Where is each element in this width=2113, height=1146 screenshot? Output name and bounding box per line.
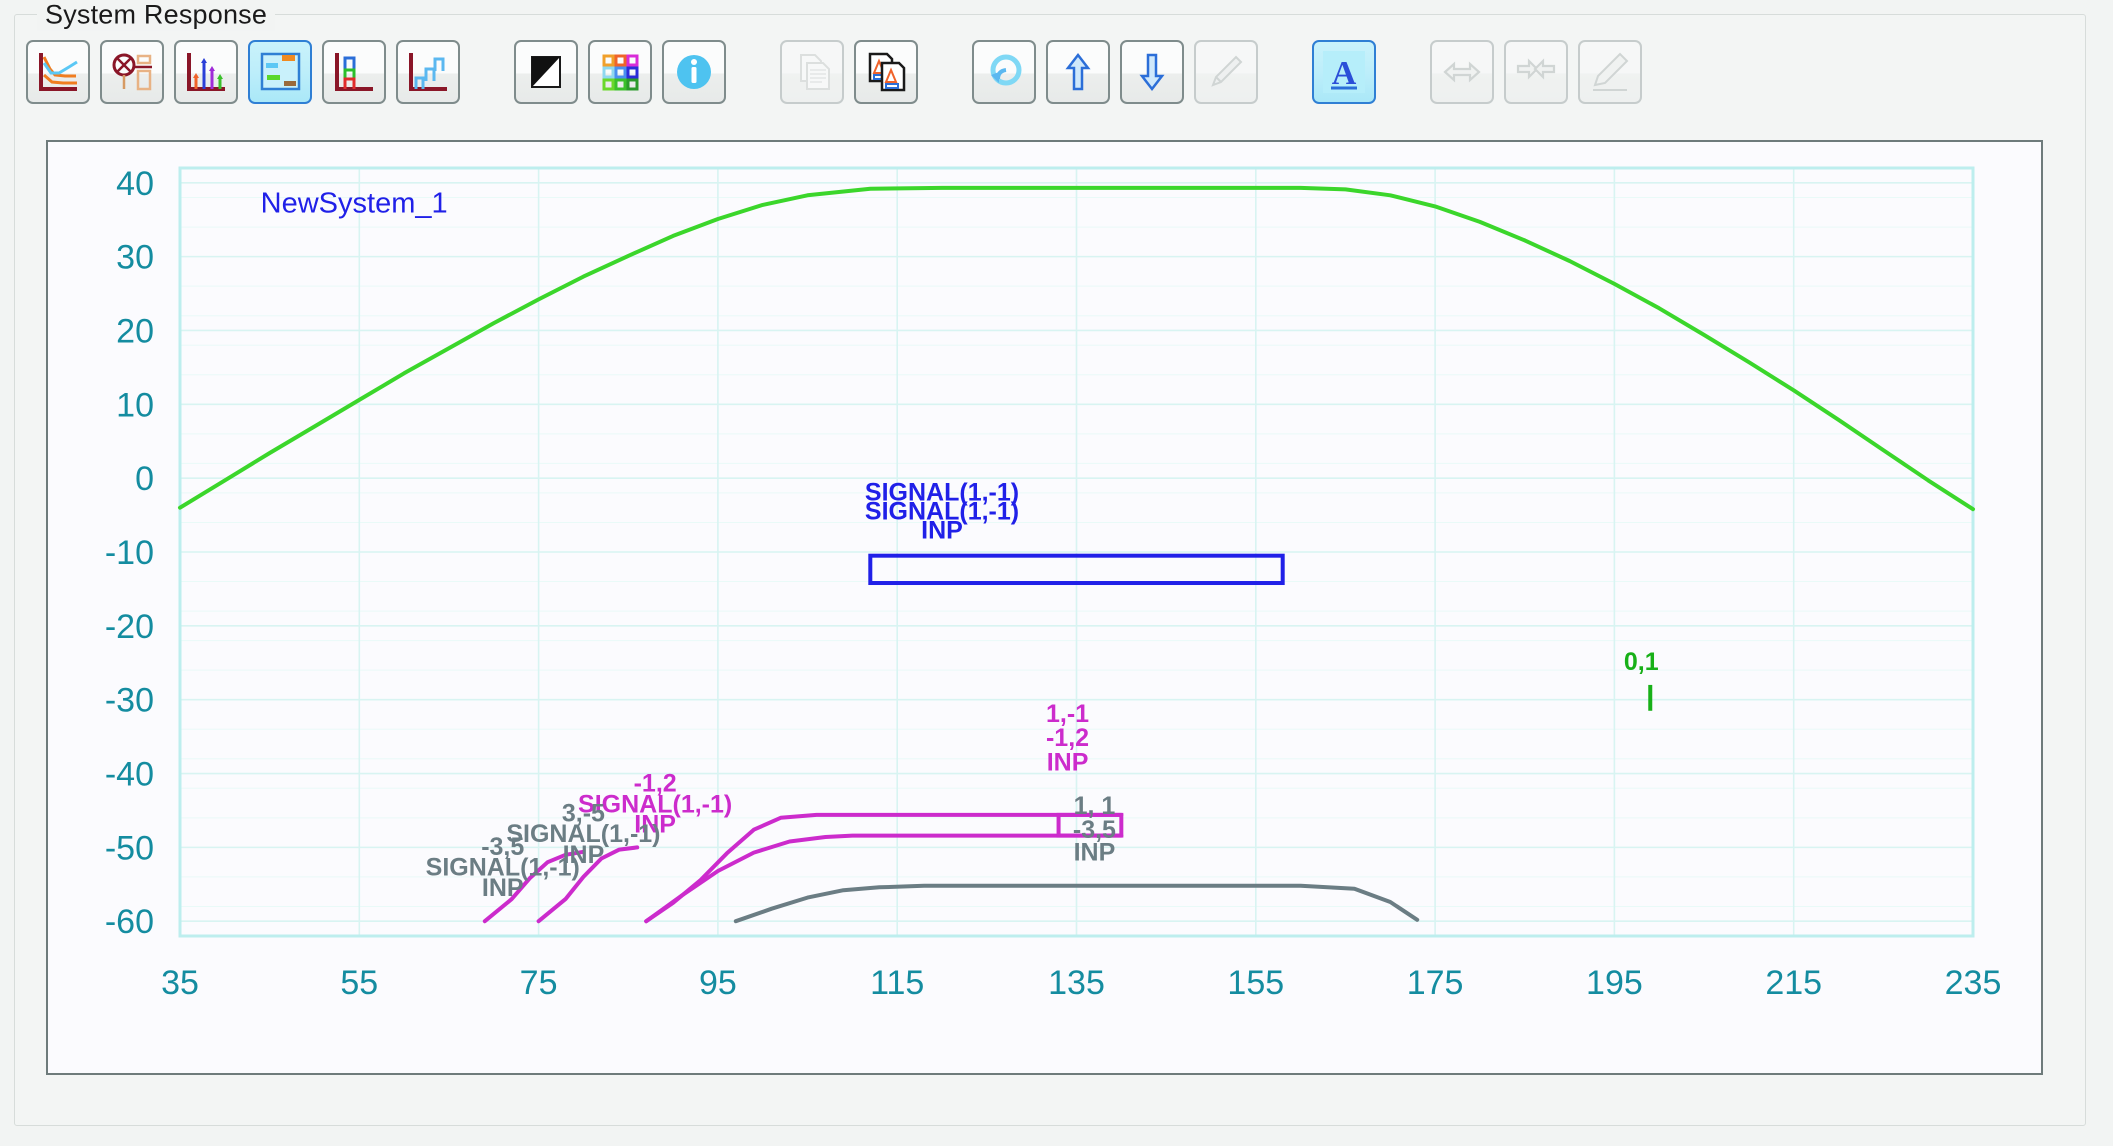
expand-horizontal-button (1430, 40, 1494, 104)
block-diagram-button[interactable] (100, 40, 164, 104)
arrow-down-icon (1129, 49, 1175, 95)
refresh-icon (981, 49, 1027, 95)
magenta-label-left-2[interactable]: SIGNAL(1,-1) (578, 791, 732, 819)
pencil-edit-icon (1587, 49, 1633, 95)
x-axis-tick-label: 35 (161, 964, 199, 1002)
toolbar-separator (1268, 72, 1312, 73)
magenta-label-left-1[interactable]: -1,2 (634, 769, 677, 797)
magenta-label-mid-1[interactable]: 1,-1 (1046, 700, 1089, 728)
layout-view-button[interactable] (248, 40, 312, 104)
refresh-button[interactable] (972, 40, 1036, 104)
contrast-icon (523, 49, 569, 95)
block-diagram-icon (109, 49, 155, 95)
gray-label-right-2[interactable]: -3,5 (1073, 816, 1116, 844)
text-tool-icon: A (1321, 49, 1367, 95)
y-axis-tick-label: 0 (135, 460, 154, 498)
arrow-down-button[interactable] (1120, 40, 1184, 104)
expand-horizontal-icon (1439, 49, 1485, 95)
pencil-icon (1203, 49, 1249, 95)
pulse-stack-icon (331, 49, 377, 95)
series-magenta-trace-lower[interactable] (644, 833, 1124, 924)
y-axis-tick-label: 30 (116, 239, 154, 277)
plot-frame (178, 166, 1975, 938)
toolbar-separator (1386, 72, 1430, 73)
info-icon (671, 49, 717, 95)
series-magenta-trace-left-b[interactable] (482, 849, 586, 924)
x-axis-tick-label: 235 (1945, 964, 2002, 1002)
x-axis-tick-label: 95 (699, 964, 737, 1002)
stem-plot-icon (183, 49, 229, 95)
group-title: System Response (37, 0, 276, 31)
gray-label-b-3[interactable]: INP (482, 874, 524, 902)
y-axis-tick-label: -50 (105, 829, 154, 867)
y-axis-tick-label: -30 (105, 682, 154, 720)
gray-label-right-1[interactable]: 1, 1 (1074, 792, 1116, 820)
gray-label-a-2[interactable]: SIGNAL(1,-1) (506, 820, 660, 848)
toolbar-separator (470, 72, 514, 73)
x-axis-tick-label: 135 (1048, 964, 1105, 1002)
response-curve-button[interactable] (26, 40, 90, 104)
pulse-scatter-button[interactable] (396, 40, 460, 104)
duplicate-plot-button[interactable] (854, 40, 918, 104)
pencil-edit-button (1578, 40, 1642, 104)
gray-label-a-3[interactable]: INP (563, 841, 605, 869)
x-axis-tick-label: 195 (1586, 964, 1643, 1002)
plot-toolbar: A (26, 36, 1652, 108)
gray-label-b-1[interactable]: -3,5 (481, 833, 524, 861)
series-magenta-trace-left-a[interactable] (536, 845, 640, 924)
plot-panel[interactable]: NewSystem_1 SIGNAL(1,-1) SIGNAL(1,-1) INP 1,… (46, 140, 2043, 1075)
y-axis-tick-label: 40 (116, 165, 154, 203)
y-axis-tick-label: -60 (105, 903, 154, 941)
x-axis-tick-label: 175 (1407, 964, 1464, 1002)
arrow-up-button[interactable] (1046, 40, 1110, 104)
y-axis-tick-label: 10 (116, 386, 154, 424)
y-axis-tick-label: -10 (105, 534, 154, 572)
series-gray-trace[interactable] (733, 883, 1420, 924)
y-axis-tick-label: -20 (105, 608, 154, 646)
copy-pages-button (780, 40, 844, 104)
blue-signal-label-3[interactable]: INP (921, 517, 963, 545)
info-button[interactable] (662, 40, 726, 104)
chart-canvas[interactable]: NewSystem_1SIGNAL(1,-1)SIGNAL(1,-1)INP1,… (48, 142, 2041, 1073)
duplicate-plot-icon (863, 49, 909, 95)
palette-grid-icon (597, 49, 643, 95)
copy-pages-icon (789, 49, 835, 95)
green-label[interactable]: 0,1 (1624, 648, 1659, 676)
toolbar-separator (736, 72, 780, 73)
pulse-stack-button[interactable] (322, 40, 386, 104)
series-NewSystem_1[interactable] (178, 185, 1975, 512)
x-axis-tick-label: 155 (1227, 964, 1284, 1002)
magenta-signal-box[interactable] (1056, 812, 1124, 838)
gray-label-b-2[interactable]: SIGNAL(1,-1) (426, 853, 580, 881)
magenta-label-left-3[interactable]: INP (634, 811, 676, 839)
x-axis-tick-label: 55 (340, 964, 378, 1002)
magenta-label-mid-3[interactable]: INP (1047, 749, 1089, 777)
gray-label-right-3[interactable]: INP (1074, 839, 1116, 867)
blue-signal-label-2[interactable]: SIGNAL(1,-1) (865, 498, 1019, 526)
title-annotation[interactable]: NewSystem_1 (261, 187, 448, 219)
collapse-horizontal-button (1504, 40, 1568, 104)
x-axis-tick-label: 215 (1765, 964, 1822, 1002)
gray-label-a-1[interactable]: 3,-5 (562, 800, 605, 828)
x-axis-tick-label: 115 (870, 964, 924, 1002)
x-axis-tick-label: 75 (520, 964, 558, 1002)
response-curve-icon (35, 49, 81, 95)
stem-plot-button[interactable] (174, 40, 238, 104)
layout-view-icon (257, 49, 303, 95)
contrast-button[interactable] (514, 40, 578, 104)
y-axis-tick-label: 20 (116, 312, 154, 350)
blue-signal-box[interactable] (868, 553, 1285, 586)
text-tool-button[interactable]: A (1312, 40, 1376, 104)
pulse-scatter-icon (405, 49, 451, 95)
y-axis-tick-label: -40 (105, 756, 154, 794)
magenta-label-mid-2[interactable]: -1,2 (1046, 724, 1089, 752)
svg-text:A: A (1332, 55, 1357, 92)
arrow-up-icon (1055, 49, 1101, 95)
blue-signal-label-1[interactable]: SIGNAL(1,-1) (865, 478, 1019, 506)
collapse-horizontal-icon (1513, 49, 1559, 95)
palette-grid-button[interactable] (588, 40, 652, 104)
toolbar-separator (928, 72, 972, 73)
pencil-button (1194, 40, 1258, 104)
